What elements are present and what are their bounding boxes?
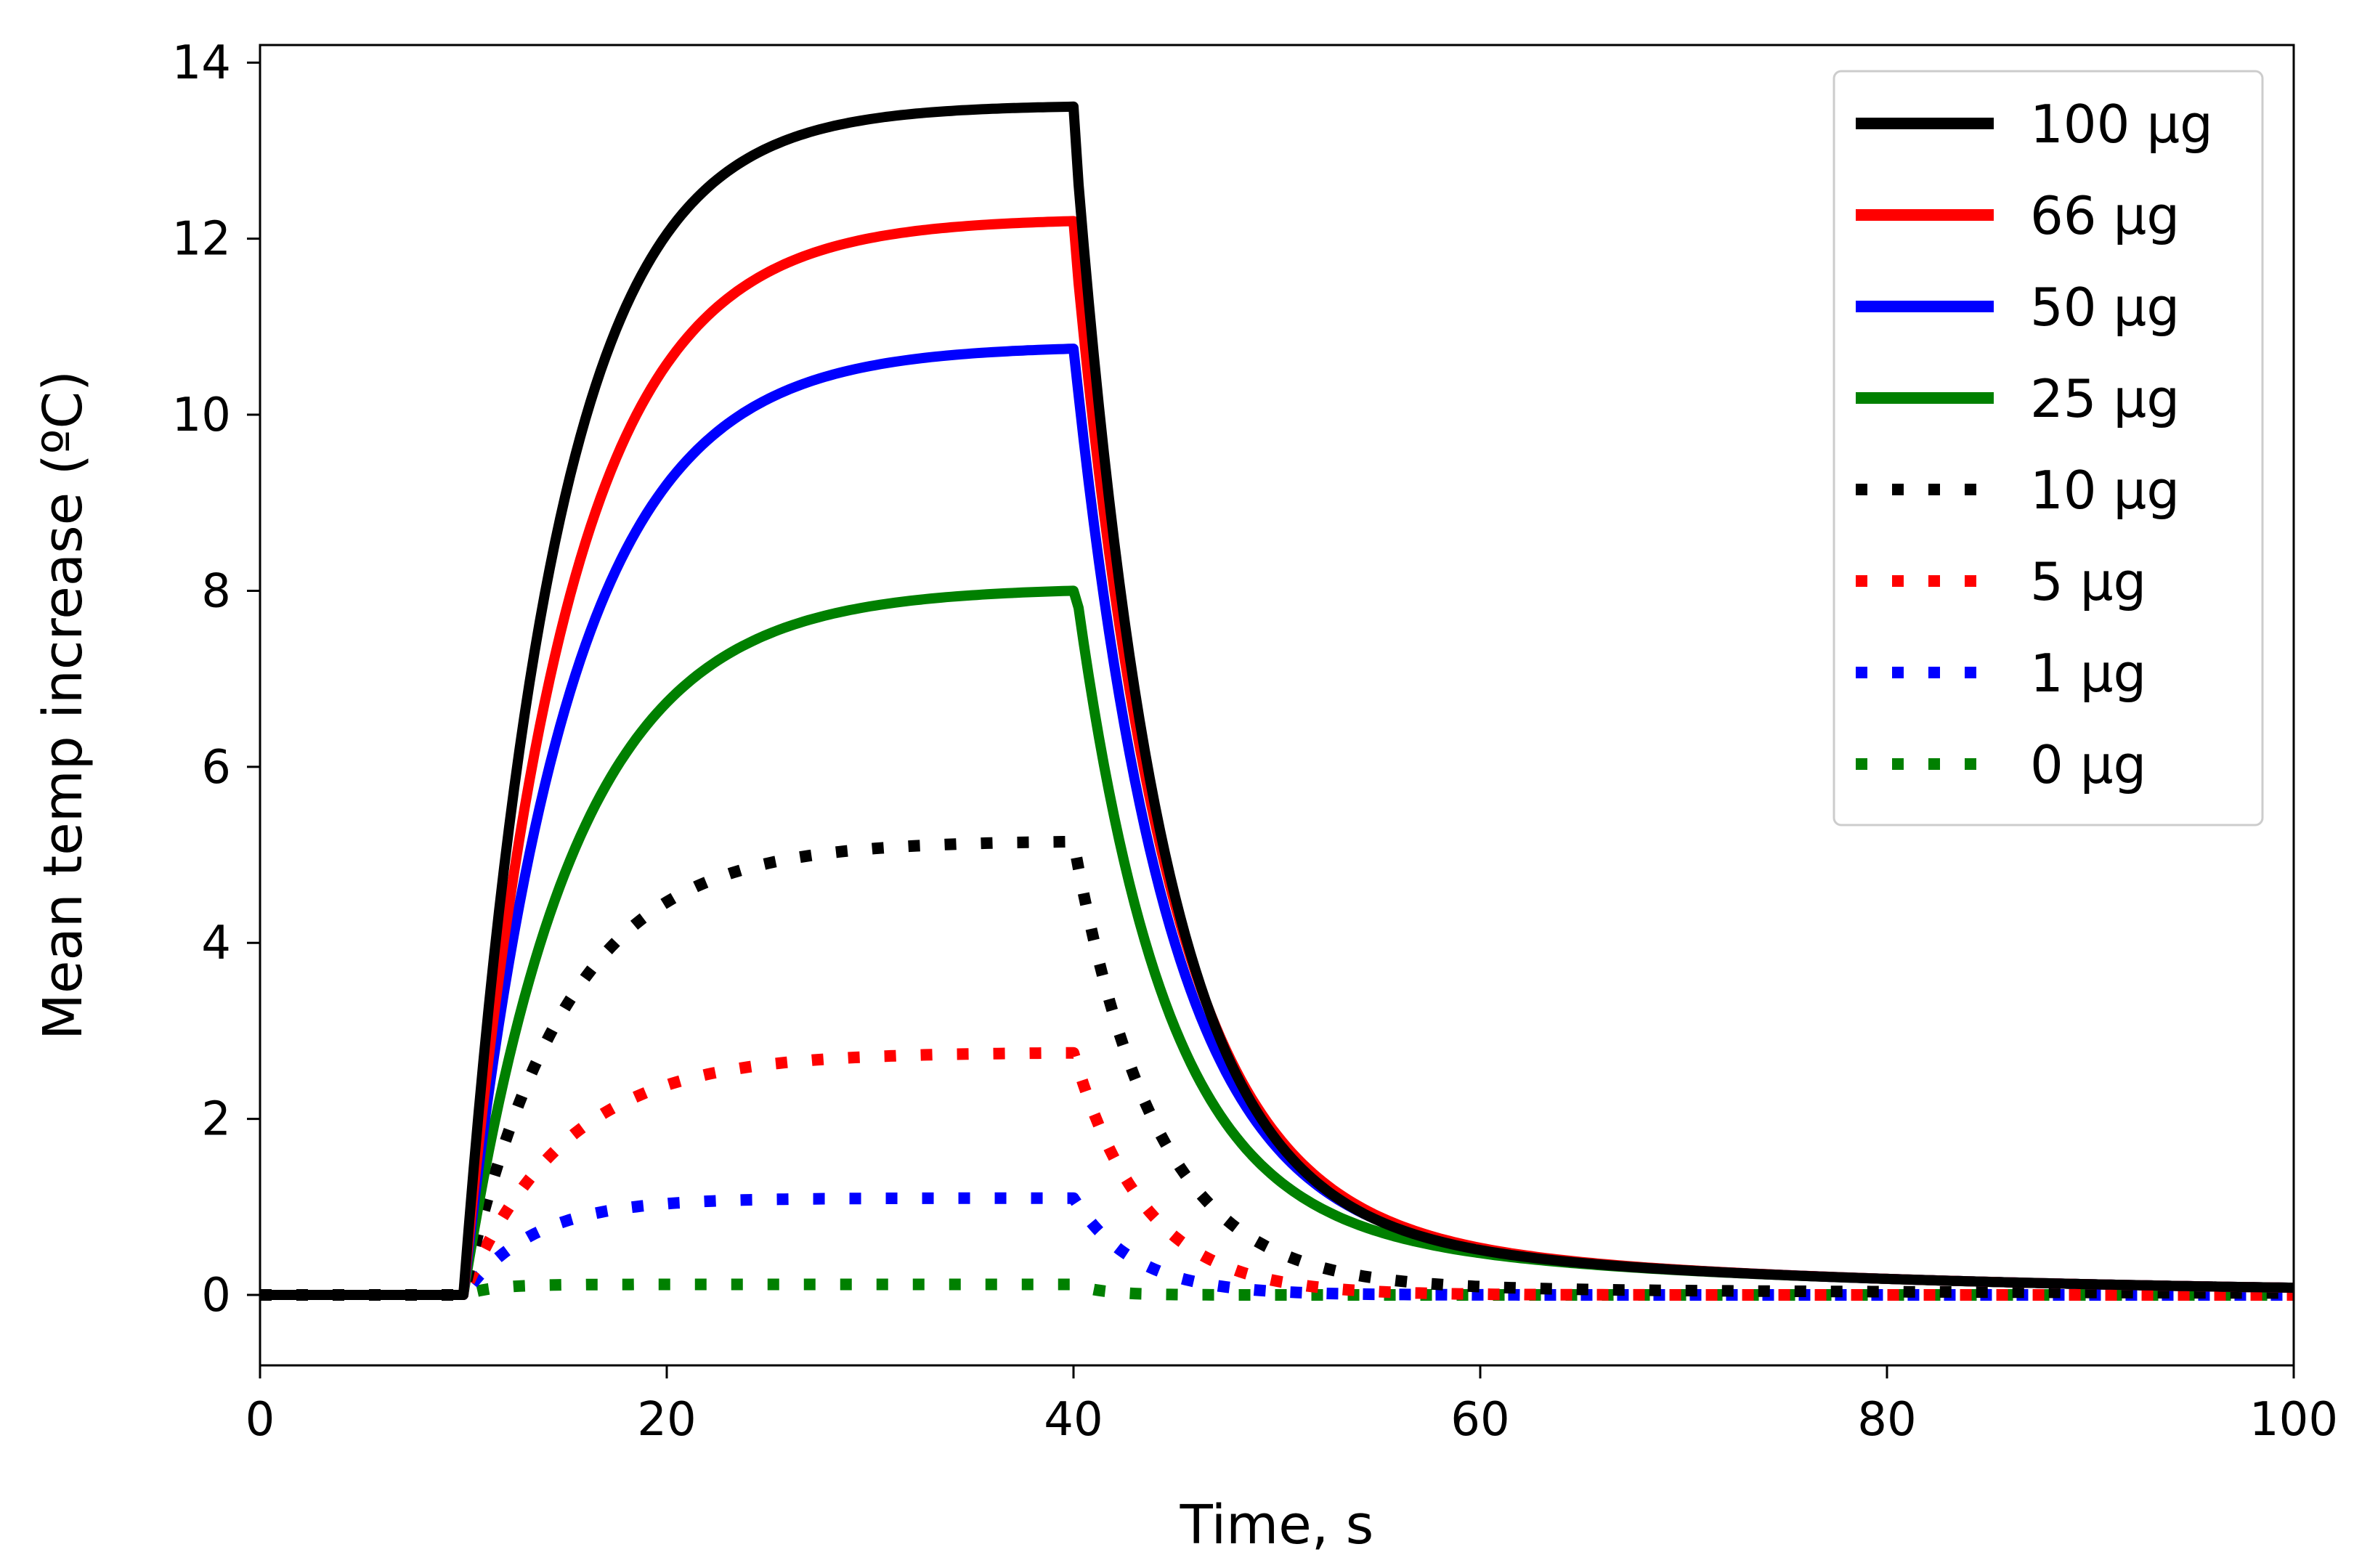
legend: 100 µg 66 µg 50 µg 25 µg 10 µg 5 µg 1 µg 0 µg bbox=[1833, 70, 2264, 826]
x-axis-label: Time, s bbox=[1180, 1494, 1374, 1556]
series-line-1g bbox=[259, 1192, 2294, 1301]
legend-box bbox=[1833, 70, 2264, 826]
x-tick-label: 20 bbox=[637, 1393, 696, 1447]
legend-label: 25 µg bbox=[2030, 368, 2180, 429]
y-tick-label: 4 bbox=[201, 917, 231, 970]
legend-label: 50 µg bbox=[2030, 277, 2180, 338]
y-tick-label: 8 bbox=[201, 564, 231, 618]
x-tick-label: 0 bbox=[245, 1393, 275, 1447]
x-tick-label: 40 bbox=[1044, 1393, 1103, 1447]
series-line-0g bbox=[259, 1278, 2294, 1301]
y-tick-label: 2 bbox=[201, 1093, 231, 1147]
y-tick-label: 14 bbox=[172, 36, 231, 90]
x-tick-label: 100 bbox=[2249, 1393, 2338, 1447]
legend-label: 0 µg bbox=[2030, 734, 2146, 795]
x-axis: 0 20 40 60 80 100 bbox=[245, 1365, 2338, 1447]
legend-label: 1 µg bbox=[2030, 643, 2146, 704]
y-tick-label: 6 bbox=[201, 741, 231, 795]
legend-label: 100 µg bbox=[2030, 94, 2213, 155]
series-layer bbox=[259, 101, 2294, 1301]
y-axis: 0 2 4 6 8 10 12 14 bbox=[172, 36, 260, 1323]
y-axis-label: Mean temp increase (ºC) bbox=[32, 370, 94, 1040]
y-tick-label: 12 bbox=[172, 213, 231, 267]
legend-label: 66 µg bbox=[2030, 185, 2180, 246]
x-tick-label: 60 bbox=[1450, 1393, 1509, 1447]
legend-label: 10 µg bbox=[2030, 460, 2180, 521]
legend-label: 5 µg bbox=[2030, 551, 2146, 612]
x-tick-label: 80 bbox=[1857, 1393, 1916, 1447]
y-tick-label: 10 bbox=[172, 389, 231, 442]
y-tick-label: 0 bbox=[201, 1269, 231, 1323]
plot-frame bbox=[259, 44, 2295, 1367]
series-line-5g bbox=[259, 1047, 2294, 1301]
series-line-100g bbox=[260, 101, 2294, 1300]
